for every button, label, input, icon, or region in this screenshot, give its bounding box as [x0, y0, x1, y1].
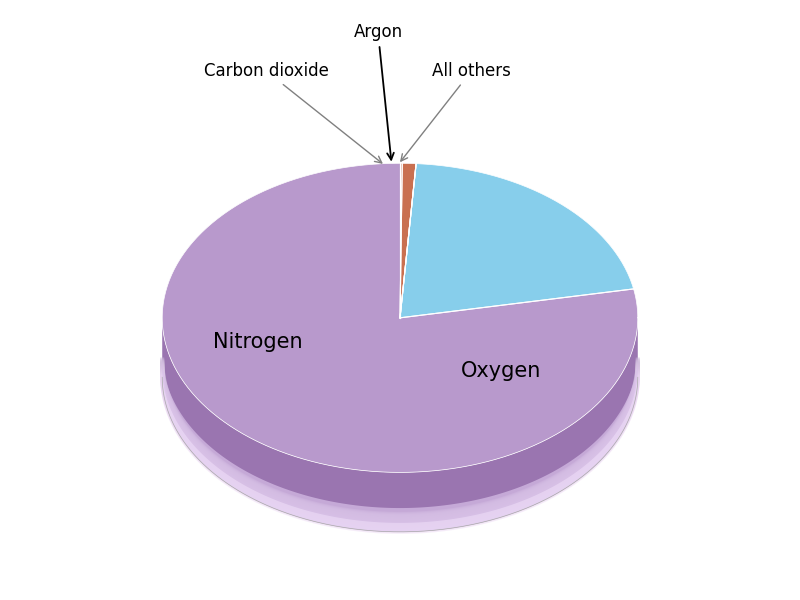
Text: Carbon dioxide: Carbon dioxide — [204, 62, 382, 163]
Text: All others: All others — [401, 62, 510, 161]
Text: Nitrogen: Nitrogen — [213, 332, 302, 352]
Polygon shape — [400, 163, 402, 318]
Text: Argon: Argon — [354, 23, 402, 160]
Polygon shape — [162, 368, 638, 532]
Polygon shape — [162, 318, 638, 532]
Polygon shape — [400, 164, 416, 318]
Polygon shape — [162, 353, 638, 532]
Polygon shape — [400, 164, 634, 318]
Polygon shape — [400, 163, 416, 318]
Polygon shape — [162, 163, 638, 472]
Text: Oxygen: Oxygen — [461, 361, 542, 382]
